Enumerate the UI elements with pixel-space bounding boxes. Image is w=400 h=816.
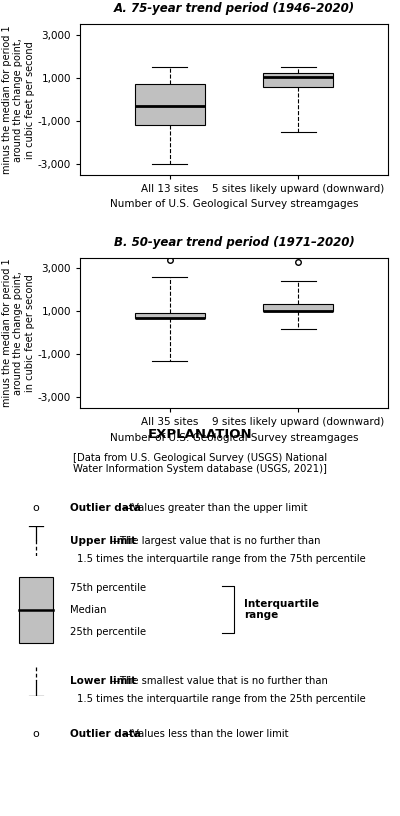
Text: Lower limit: Lower limit [70, 676, 136, 686]
Text: 25th percentile: 25th percentile [70, 627, 146, 636]
Y-axis label: Difference in the median for period 2
minus the median for period 1
around the c: Difference in the median for period 2 mi… [0, 9, 35, 190]
Text: [Data from U.S. Geological Survey (USGS) National
Water Information System datab: [Data from U.S. Geological Survey (USGS)… [73, 453, 327, 474]
Text: Median: Median [70, 605, 106, 614]
Text: Upper limit: Upper limit [70, 536, 136, 546]
Text: —Values less than the lower limit: —Values less than the lower limit [122, 729, 288, 738]
Text: —The smallest value that is no further than: —The smallest value that is no further t… [110, 676, 328, 686]
FancyBboxPatch shape [19, 576, 53, 643]
Y-axis label: Difference in the median for period 2
minus the median for period 1
around the c: Difference in the median for period 2 mi… [0, 242, 35, 424]
PathPatch shape [263, 304, 334, 312]
Text: B. 50-year trend period (1971–2020): B. 50-year trend period (1971–2020) [114, 236, 354, 249]
PathPatch shape [263, 73, 334, 86]
Text: o: o [33, 729, 39, 738]
Text: Interquartile
range: Interquartile range [244, 599, 319, 620]
X-axis label: Number of U.S. Geological Survey streamgages: Number of U.S. Geological Survey streamg… [110, 432, 358, 442]
Text: 1.5 times the interquartile range from the 25th percentile: 1.5 times the interquartile range from t… [77, 694, 366, 704]
Text: —The largest value that is no further than: —The largest value that is no further th… [110, 536, 320, 546]
Text: 1.5 times the interquartile range from the 75th percentile: 1.5 times the interquartile range from t… [77, 554, 366, 564]
Text: o: o [33, 503, 39, 513]
X-axis label: Number of U.S. Geological Survey streamgages: Number of U.S. Geological Survey streamg… [110, 199, 358, 210]
Text: —Values greater than the upper limit: —Values greater than the upper limit [122, 503, 308, 513]
Text: Outlier data: Outlier data [70, 503, 141, 513]
PathPatch shape [134, 83, 205, 126]
PathPatch shape [134, 313, 205, 317]
Text: 75th percentile: 75th percentile [70, 583, 146, 592]
Text: EXPLANATION: EXPLANATION [148, 428, 252, 441]
Text: A. 75-year trend period (1946–2020): A. 75-year trend period (1946–2020) [114, 2, 354, 16]
Text: Outlier data: Outlier data [70, 729, 141, 738]
